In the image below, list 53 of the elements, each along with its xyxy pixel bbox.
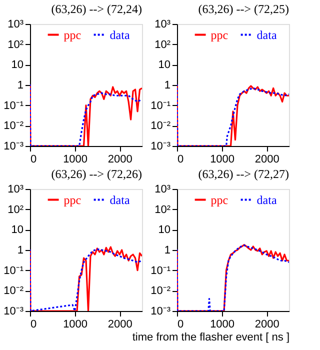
y-tick-label: 10 xyxy=(158,59,170,72)
y-tick-label: 10² xyxy=(8,204,24,216)
y-tick-label: 10⁻³ xyxy=(4,306,24,318)
y-tick-label: 10³ xyxy=(8,184,24,196)
y-tick-label: 10⁻³ xyxy=(150,306,171,318)
y-tick-label: 10⁻¹ xyxy=(150,264,171,277)
x-tick-label: 1000 xyxy=(210,318,235,330)
chart-title: (63,26) --> (72,24) xyxy=(51,2,142,16)
legend-label: data xyxy=(110,192,130,207)
y-tick-label: 10 xyxy=(11,59,24,72)
y-tick-label: 10² xyxy=(154,204,171,216)
y-tick-label: 10³ xyxy=(154,184,171,196)
legend-label: ppc xyxy=(64,192,82,207)
x-tick-label: 2000 xyxy=(108,318,132,330)
chart-title: (63,26) --> (72,25) xyxy=(198,2,289,16)
x-tick-label: 2000 xyxy=(254,154,280,166)
x-axis-title: time from the flasher event [ ns ] xyxy=(132,332,290,344)
y-tick-label: 10⁻¹ xyxy=(4,264,24,277)
y-tick-label: 10³ xyxy=(8,18,24,30)
legend-label: data xyxy=(256,28,278,42)
legend-label: data xyxy=(256,192,278,207)
y-tick-label: 10⁻¹ xyxy=(150,100,171,112)
x-tick-label: 1000 xyxy=(210,154,235,166)
text: ppc xyxy=(210,192,228,207)
y-tick-label: 10 xyxy=(11,224,24,236)
y-tick-label: 1 xyxy=(164,80,170,92)
y-tick-label: 10³ xyxy=(154,18,171,30)
x-tick-label: 0 xyxy=(178,154,184,166)
y-tick-label: 10 xyxy=(158,224,170,236)
text: ppc xyxy=(210,28,228,42)
y-tick-label: 10⁻³ xyxy=(150,140,171,152)
y-tick-label: 10⁻² xyxy=(150,120,171,132)
x-tick-label: 2000 xyxy=(254,318,280,330)
y-tick-label: 10⁻³ xyxy=(4,140,24,152)
x-tick-label: 0 xyxy=(178,318,184,330)
y-tick-label: 1 xyxy=(164,244,170,256)
x-tick-label: 0 xyxy=(30,154,37,166)
y-tick-label: 10⁻² xyxy=(4,285,24,298)
chart-title: (63,26) --> (72,26) xyxy=(51,167,142,181)
y-tick-label: 1 xyxy=(17,244,24,256)
y-tick-label: 10² xyxy=(154,38,171,51)
x-tick-label: 0 xyxy=(30,318,37,330)
y-tick-label: 10² xyxy=(8,38,24,51)
y-tick-label: 10⁻² xyxy=(150,285,171,298)
y-tick-label: 10⁻¹ xyxy=(4,100,24,112)
legend-label: data xyxy=(110,28,130,42)
y-tick-label: 1 xyxy=(17,80,24,92)
y-tick-label: 10⁻² xyxy=(4,120,24,132)
x-tick-label: 1000 xyxy=(63,154,88,166)
x-tick-label: 2000 xyxy=(108,154,132,166)
chart-title: (63,26) --> (72,27) xyxy=(198,167,289,181)
x-tick-label: 1000 xyxy=(63,318,88,330)
legend-label: ppc xyxy=(64,28,82,42)
